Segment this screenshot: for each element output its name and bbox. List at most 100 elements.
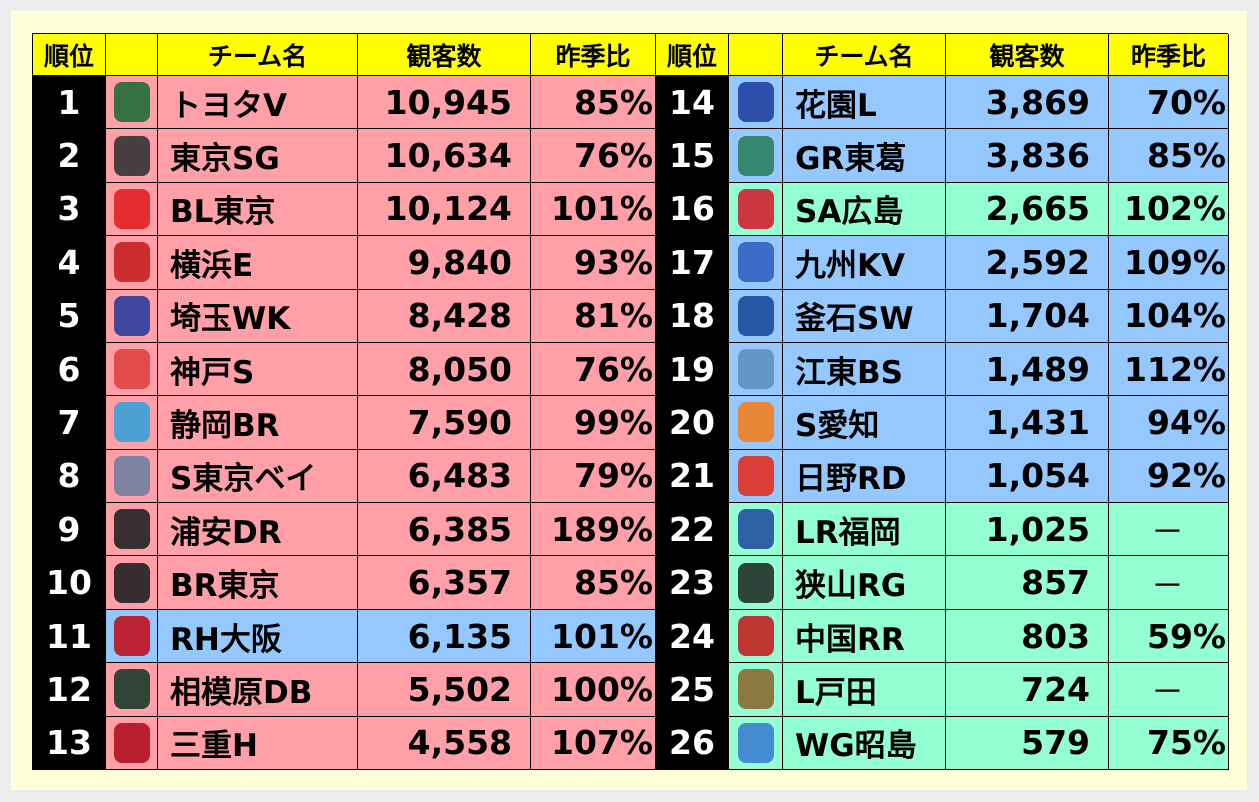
- attendance-cell: 10,634: [358, 129, 531, 183]
- attendance-cell: 1,704: [946, 289, 1109, 343]
- rank-cell: 5: [33, 289, 106, 343]
- ratio-cell: 94%: [1109, 396, 1229, 450]
- rank-cell: 8: [33, 449, 106, 504]
- team-logo-cell: [106, 449, 158, 504]
- rank-cell: 4: [33, 236, 106, 290]
- ratio-cell: －: [1109, 556, 1229, 610]
- attendance-cell: 10,124: [358, 182, 531, 237]
- rank-cell: 21: [656, 449, 729, 504]
- team-logo-icon: [113, 455, 150, 496]
- team-logo-icon: [737, 188, 774, 229]
- team-logo-cell: [106, 609, 158, 664]
- ratio-cell: 93%: [531, 236, 656, 290]
- rank-cell: 17: [656, 236, 729, 290]
- rank-cell: 3: [33, 182, 106, 237]
- team-logo-icon: [113, 402, 150, 443]
- attendance-cell: 3,869: [946, 76, 1109, 130]
- team-logo-cell: [729, 449, 783, 504]
- rank-cell: 23: [656, 556, 729, 610]
- ratio-cell: 189%: [531, 503, 656, 557]
- rank-cell: 11: [33, 609, 106, 664]
- ratio-cell: 107%: [531, 716, 656, 770]
- attendance-cell: 2,592: [946, 236, 1109, 290]
- ratio-cell: 70%: [1109, 76, 1229, 130]
- team-name-cell: S愛知: [783, 396, 946, 450]
- attendance-cell: 1,025: [946, 503, 1109, 557]
- team-logo-icon: [737, 349, 774, 390]
- attendance-cell: 8,050: [358, 342, 531, 397]
- team-logo-cell: [729, 503, 783, 557]
- header-rank: 順位: [656, 34, 729, 76]
- team-logo-cell: [106, 556, 158, 610]
- ratio-cell: 85%: [531, 556, 656, 610]
- team-logo-cell: [106, 396, 158, 450]
- team-logo-icon: [113, 242, 150, 283]
- rank-cell: 14: [656, 76, 729, 130]
- team-logo-icon: [113, 135, 150, 176]
- rank-cell: 16: [656, 182, 729, 237]
- rank-cell: 19: [656, 342, 729, 397]
- header-logo: [106, 34, 158, 76]
- header-attendance: 観客数: [946, 34, 1109, 76]
- team-logo-cell: [106, 76, 158, 130]
- attendance-cell: 5,502: [358, 663, 531, 717]
- team-name-cell: トヨタV: [158, 76, 358, 130]
- team-logo-icon: [113, 82, 150, 123]
- attendance-cell: 1,054: [946, 449, 1109, 504]
- ratio-cell: －: [1109, 503, 1229, 557]
- team-name-cell: 浦安DR: [158, 503, 358, 557]
- team-logo-cell: [106, 182, 158, 237]
- ratio-cell: 109%: [1109, 236, 1229, 290]
- team-logo-cell: [729, 609, 783, 664]
- header-attendance: 観客数: [358, 34, 531, 76]
- rank-cell: 7: [33, 396, 106, 450]
- rank-cell: 13: [33, 716, 106, 770]
- attendance-cell: 803: [946, 609, 1109, 664]
- rank-cell: 2: [33, 129, 106, 183]
- ratio-cell: 59%: [1109, 609, 1229, 664]
- rank-cell: 9: [33, 503, 106, 557]
- rank-cell: 26: [656, 716, 729, 770]
- ratio-cell: 92%: [1109, 449, 1229, 504]
- team-logo-cell: [106, 129, 158, 183]
- attendance-cell: 1,489: [946, 342, 1109, 397]
- team-name-cell: 釜石SW: [783, 289, 946, 343]
- team-name-cell: 九州KV: [783, 236, 946, 290]
- team-logo-icon: [113, 295, 150, 336]
- team-name-cell: LR福岡: [783, 503, 946, 557]
- team-logo-icon: [113, 349, 150, 390]
- attendance-cell: 724: [946, 663, 1109, 717]
- ratio-cell: －: [1109, 663, 1229, 717]
- rank-cell: 1: [33, 76, 106, 130]
- team-logo-icon: [737, 562, 774, 603]
- team-logo-icon: [737, 135, 774, 176]
- team-logo-cell: [106, 342, 158, 397]
- rank-cell: 6: [33, 342, 106, 397]
- team-name-cell: RH大阪: [158, 609, 358, 664]
- header-team: チーム名: [158, 34, 358, 76]
- team-name-cell: 静岡BR: [158, 396, 358, 450]
- team-name-cell: 横浜E: [158, 236, 358, 290]
- team-logo-icon: [113, 562, 150, 603]
- ratio-cell: 102%: [1109, 182, 1229, 237]
- team-name-cell: BL東京: [158, 182, 358, 237]
- rank-cell: 22: [656, 503, 729, 557]
- team-name-cell: WG昭島: [783, 716, 946, 770]
- attendance-cell: 857: [946, 556, 1109, 610]
- ratio-cell: 75%: [1109, 716, 1229, 770]
- team-logo-cell: [106, 716, 158, 770]
- ratio-cell: 112%: [1109, 342, 1229, 397]
- rank-cell: 25: [656, 663, 729, 717]
- team-name-cell: BR東京: [158, 556, 358, 610]
- team-logo-icon: [737, 669, 774, 710]
- attendance-cell: 4,558: [358, 716, 531, 770]
- ratio-cell: 100%: [531, 663, 656, 717]
- team-logo-icon: [737, 509, 774, 550]
- team-logo-icon: [113, 669, 150, 710]
- team-logo-cell: [729, 289, 783, 343]
- team-logo-cell: [729, 396, 783, 450]
- team-name-cell: 埼玉WK: [158, 289, 358, 343]
- team-logo-icon: [113, 188, 150, 229]
- team-logo-cell: [729, 342, 783, 397]
- team-name-cell: 相模原DB: [158, 663, 358, 717]
